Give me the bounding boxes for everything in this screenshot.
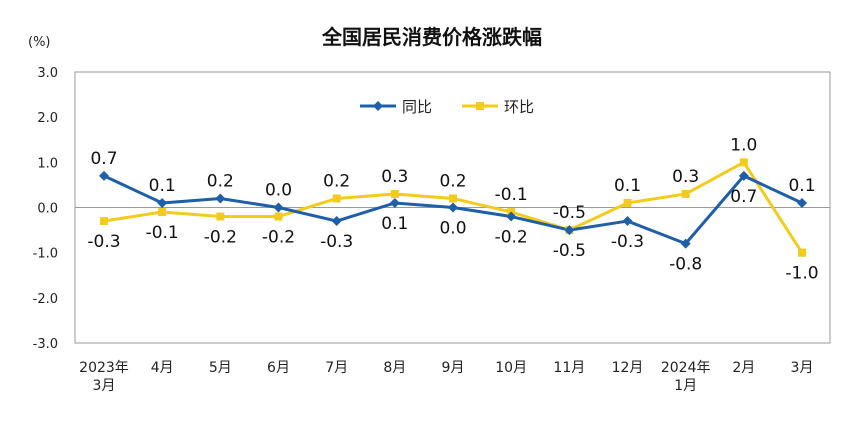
data-label-同比: 0.0 (439, 219, 466, 239)
legend: 同比 环比 (360, 98, 534, 116)
data-point-同比 (215, 193, 226, 204)
x-tick-label: 2024年 1月 (661, 360, 711, 394)
data-label-环比: 0.2 (323, 171, 350, 191)
data-point-环比 (274, 212, 283, 221)
x-tick-label: 2023年 3月 (79, 360, 129, 394)
data-label-同比: 0.2 (207, 171, 234, 191)
x-tick-label: 8月 (383, 360, 406, 376)
data-label-同比: -0.3 (611, 232, 644, 252)
data-label-环比: -0.2 (262, 228, 295, 248)
y-tick-label: 3.0 (37, 66, 58, 81)
data-label-环比: -1.0 (785, 264, 818, 284)
data-point-同比 (797, 197, 807, 208)
y-tick-label: -2.0 (33, 292, 58, 307)
data-point-同比 (622, 216, 633, 227)
x-tick-label: 5月 (209, 360, 232, 376)
data-label-环比: -0.3 (87, 232, 120, 252)
data-label-环比: 0.3 (672, 167, 699, 187)
data-point-同比 (389, 197, 400, 208)
data-point-同比 (738, 170, 749, 181)
y-tick-label: -1.0 (33, 247, 58, 262)
legend-label-同比: 同比 (402, 98, 432, 116)
y-tick-label: -3.0 (33, 337, 58, 352)
data-point-环比 (100, 217, 108, 226)
x-tick-label: 9月 (442, 360, 465, 376)
y-unit-label: (%) (28, 35, 51, 50)
data-label-同比: 0.1 (788, 176, 815, 196)
data-point-同比 (564, 225, 575, 236)
data-label-环比: -0.2 (204, 228, 237, 248)
data-label-环比: 0.3 (381, 167, 408, 187)
data-point-环比 (449, 194, 457, 203)
data-point-环比 (390, 189, 399, 198)
data-label-同比: 0.7 (90, 149, 117, 169)
data-label-同比: 0.1 (381, 214, 408, 234)
x-tick-label: 3月 (791, 360, 814, 376)
data-point-同比 (99, 170, 109, 181)
data-point-环比 (216, 212, 225, 221)
chart-title: 全国居民消费价格涨跌幅 (321, 25, 542, 49)
x-tick-label: 10月 (495, 360, 527, 376)
x-tick-label: 7月 (325, 360, 348, 376)
data-point-环比 (158, 208, 167, 217)
data-label-同比: 0.7 (730, 187, 757, 207)
data-label-同比: 0.0 (265, 181, 292, 201)
data-label-环比: 1.0 (730, 135, 757, 155)
data-point-同比 (157, 197, 168, 208)
x-tick-label: 2月 (732, 360, 755, 376)
data-point-环比 (332, 194, 341, 203)
data-point-同比 (680, 238, 691, 249)
data-label-环比: -0.1 (495, 185, 528, 205)
x-tick-label: 12月 (612, 360, 644, 376)
legend-marker (373, 101, 383, 111)
data-label-同比: -0.5 (553, 241, 586, 261)
data-point-同比 (506, 211, 517, 222)
data-label-环比: 0.2 (439, 171, 466, 191)
x-tick-label: 6月 (267, 360, 290, 376)
data-label-环比: 0.1 (614, 176, 641, 196)
y-tick-label: 1.0 (37, 156, 58, 171)
y-tick-label: 2.0 (37, 111, 58, 126)
x-tick-label: 4月 (151, 360, 174, 376)
data-point-环比 (798, 248, 806, 257)
data-point-环比 (681, 189, 690, 198)
data-point-同比 (273, 202, 284, 213)
y-tick-label: 0.0 (37, 202, 58, 217)
data-point-环比 (623, 198, 632, 207)
x-tick-label: 11月 (553, 360, 585, 376)
data-label-同比: -0.2 (495, 228, 528, 248)
data-point-同比 (448, 202, 458, 213)
data-point-环比 (739, 158, 748, 167)
data-point-同比 (331, 216, 342, 227)
data-label-同比: 0.1 (149, 176, 176, 196)
data-label-环比: -0.1 (146, 223, 179, 243)
data-label-同比: -0.8 (669, 255, 702, 275)
legend-marker (476, 102, 484, 110)
data-label-同比: -0.3 (320, 232, 353, 252)
data-label-环比: -0.5 (553, 203, 586, 223)
legend-label-环比: 环比 (504, 98, 534, 116)
